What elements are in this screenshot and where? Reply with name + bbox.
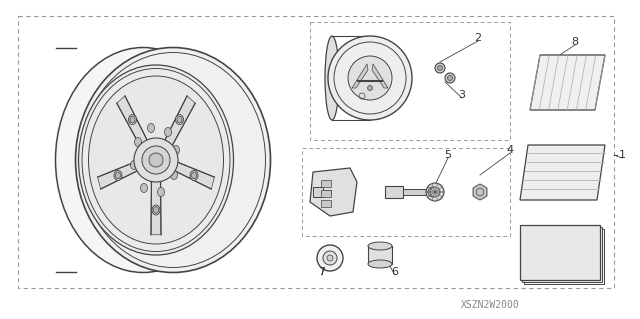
- Bar: [313, 187, 323, 197]
- Ellipse shape: [141, 183, 147, 192]
- Bar: [321, 190, 331, 197]
- Polygon shape: [175, 162, 214, 189]
- Polygon shape: [522, 227, 602, 282]
- Circle shape: [435, 63, 445, 73]
- Text: 2: 2: [474, 33, 481, 43]
- Circle shape: [134, 138, 178, 182]
- Circle shape: [476, 188, 484, 196]
- Ellipse shape: [115, 172, 120, 179]
- Circle shape: [142, 146, 170, 174]
- Ellipse shape: [130, 116, 135, 123]
- Polygon shape: [524, 229, 604, 284]
- Ellipse shape: [114, 170, 122, 181]
- Ellipse shape: [154, 207, 159, 213]
- Circle shape: [327, 255, 333, 261]
- Ellipse shape: [170, 170, 177, 180]
- Bar: [310, 22, 510, 140]
- Ellipse shape: [368, 260, 392, 268]
- Ellipse shape: [76, 48, 271, 272]
- Polygon shape: [310, 168, 357, 216]
- Text: 8: 8: [572, 37, 579, 47]
- Ellipse shape: [164, 128, 172, 137]
- Polygon shape: [352, 64, 368, 88]
- Ellipse shape: [131, 160, 138, 169]
- Ellipse shape: [173, 145, 179, 154]
- Ellipse shape: [177, 116, 182, 123]
- Polygon shape: [97, 162, 137, 189]
- Circle shape: [323, 251, 337, 265]
- Bar: [323, 190, 331, 194]
- Polygon shape: [151, 182, 161, 235]
- Circle shape: [367, 85, 372, 91]
- Polygon shape: [530, 55, 605, 110]
- Circle shape: [438, 65, 442, 70]
- Circle shape: [426, 183, 444, 201]
- Ellipse shape: [147, 123, 154, 132]
- Ellipse shape: [56, 48, 230, 272]
- Ellipse shape: [191, 172, 196, 179]
- Bar: [368, 246, 392, 264]
- Circle shape: [447, 76, 452, 80]
- Text: 1: 1: [618, 150, 625, 160]
- Circle shape: [348, 56, 392, 100]
- Polygon shape: [520, 145, 605, 200]
- Ellipse shape: [157, 188, 164, 197]
- Polygon shape: [520, 225, 600, 280]
- Circle shape: [149, 153, 163, 167]
- Ellipse shape: [134, 137, 141, 146]
- Text: 4: 4: [506, 145, 513, 155]
- Circle shape: [317, 245, 343, 271]
- Ellipse shape: [368, 242, 392, 250]
- Ellipse shape: [79, 65, 234, 255]
- Ellipse shape: [129, 115, 136, 124]
- Text: 3: 3: [458, 90, 465, 100]
- Ellipse shape: [88, 76, 223, 244]
- Polygon shape: [473, 184, 487, 200]
- Polygon shape: [372, 64, 388, 88]
- Ellipse shape: [152, 205, 160, 215]
- Circle shape: [445, 73, 455, 83]
- Text: XSZN2W2000: XSZN2W2000: [461, 300, 520, 310]
- Circle shape: [428, 187, 438, 197]
- Text: 7: 7: [319, 267, 326, 277]
- Polygon shape: [116, 96, 147, 145]
- Bar: [302, 148, 510, 236]
- Text: 6: 6: [392, 267, 399, 277]
- Bar: [321, 200, 331, 207]
- Bar: [385, 186, 403, 198]
- Ellipse shape: [190, 170, 198, 181]
- Circle shape: [328, 36, 412, 120]
- Bar: [403, 189, 431, 195]
- Bar: [321, 180, 331, 187]
- Bar: [18, 16, 614, 288]
- Ellipse shape: [175, 115, 184, 124]
- Circle shape: [430, 187, 440, 197]
- Text: 5: 5: [445, 150, 451, 160]
- Polygon shape: [165, 96, 195, 145]
- Ellipse shape: [325, 36, 339, 120]
